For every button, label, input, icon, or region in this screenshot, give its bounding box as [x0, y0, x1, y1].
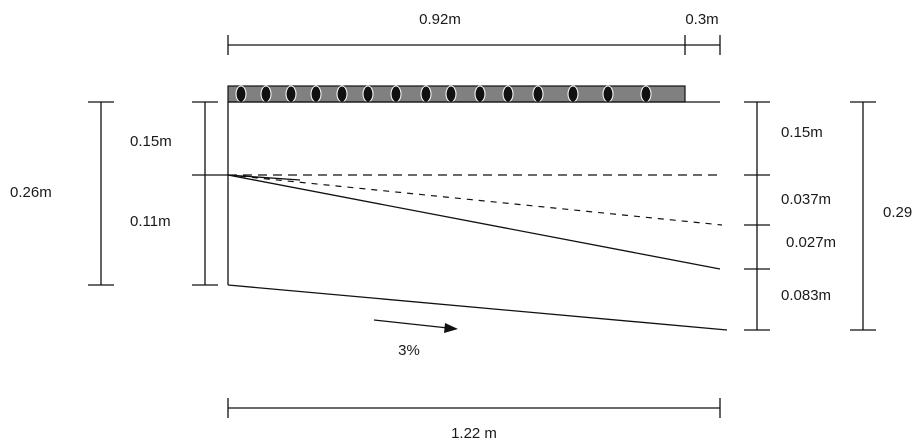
- perforation-hole: [567, 85, 579, 103]
- perforation-hole: [310, 85, 322, 103]
- pipe-holes: [235, 85, 652, 103]
- left-upper-label: 0.15m: [130, 133, 172, 150]
- bottom-length-label: 1.22 m: [451, 425, 497, 442]
- left-total-label: 0.26m: [10, 184, 52, 201]
- perforation-hole: [235, 85, 247, 103]
- slope-arrow: [373, 319, 458, 333]
- perforation-hole: [390, 85, 402, 103]
- perforation-hole: [474, 85, 486, 103]
- level-lines: [227, 174, 723, 270]
- section-outline: [227, 101, 728, 331]
- right-lower-label: 0.083m: [781, 287, 831, 304]
- left-lower-label: 0.11m: [130, 213, 171, 230]
- perforation-hole: [420, 85, 432, 103]
- perforation-hole: [502, 85, 514, 103]
- perforation-hole: [362, 85, 374, 103]
- right-total-label: 0.29: [883, 204, 912, 221]
- perforation-hole: [260, 85, 272, 103]
- perforation-hole: [532, 85, 544, 103]
- sloped-dashed-line: [227, 174, 723, 226]
- perforation-hole: [640, 85, 652, 103]
- right-upper-label: 0.15m: [781, 124, 823, 141]
- perforation-hole: [445, 85, 457, 103]
- bottom-dimension: [227, 398, 721, 418]
- arrow-head-icon: [444, 323, 458, 333]
- short-guide-line: [227, 174, 301, 181]
- right-dimension-outer: [850, 101, 876, 331]
- sloped-solid-line: [227, 174, 721, 270]
- left-dimension-outer: [88, 101, 114, 286]
- right-dimension-inner: [744, 101, 770, 331]
- right-mid1-label: 0.037m: [781, 191, 831, 208]
- slope-label: 3%: [398, 342, 420, 359]
- perforation-hole: [336, 85, 348, 103]
- perforation-hole: [285, 85, 297, 103]
- top-overhang-label: 0.3m: [685, 11, 718, 28]
- right-mid2-label: 0.027m: [786, 234, 836, 251]
- left-dimension-inner: [192, 101, 228, 286]
- perforation-hole: [602, 85, 614, 103]
- top-length-label: 0.92m: [419, 11, 461, 28]
- top-dimension: [227, 35, 721, 55]
